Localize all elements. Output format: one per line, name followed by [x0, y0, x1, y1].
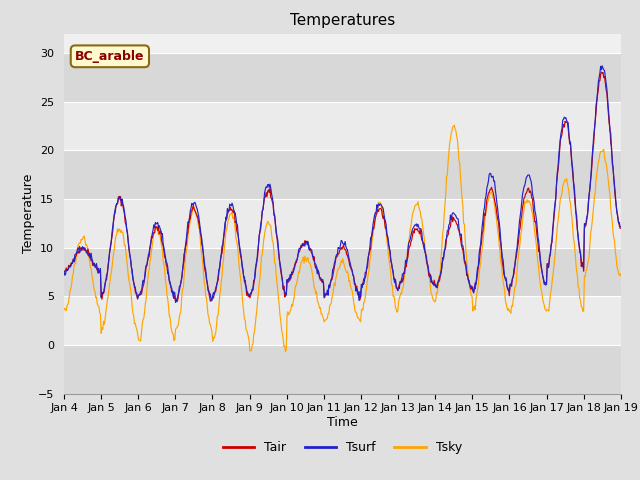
Title: Temperatures: Temperatures: [290, 13, 395, 28]
Bar: [64, 248, 621, 296]
Bar: [64, 345, 621, 394]
Y-axis label: Temperature: Temperature: [22, 174, 35, 253]
Text: BC_arable: BC_arable: [75, 50, 145, 63]
X-axis label: Time: Time: [327, 416, 358, 429]
Bar: [64, 199, 621, 248]
Bar: [64, 102, 621, 150]
Bar: [64, 150, 621, 199]
Bar: [64, 296, 621, 345]
Legend: Tair, Tsurf, Tsky: Tair, Tsurf, Tsky: [218, 436, 467, 459]
Bar: [64, 53, 621, 102]
